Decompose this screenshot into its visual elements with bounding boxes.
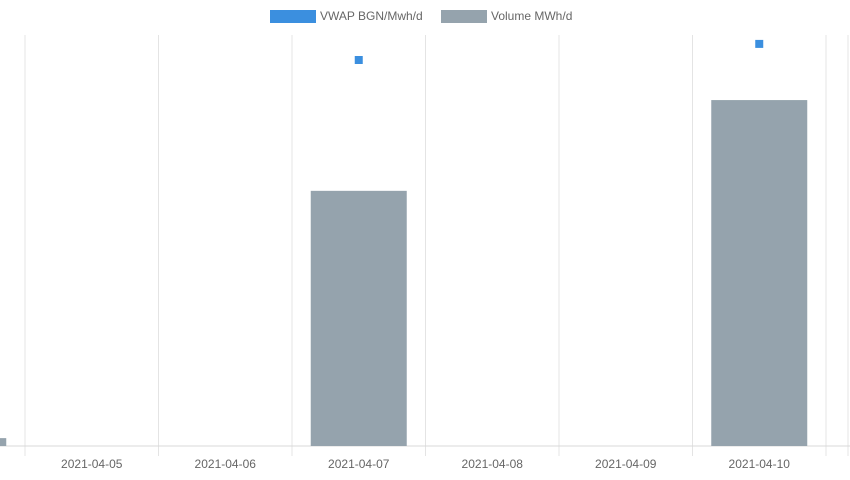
x-tick-label: 2021-04-09 xyxy=(595,457,657,471)
legend-label: VWAP BGN/Mwh/d xyxy=(320,9,423,23)
x-tick-label: 2021-04-07 xyxy=(328,457,390,471)
legend-swatch xyxy=(270,10,316,23)
point xyxy=(354,56,363,65)
x-tick-label: 2021-04-06 xyxy=(195,457,257,471)
bar xyxy=(711,100,808,446)
bar xyxy=(0,438,7,446)
x-tick-label: 2021-04-08 xyxy=(462,457,524,471)
legend-label: Volume MWh/d xyxy=(491,9,572,23)
x-tick-label: 2021-04-05 xyxy=(61,457,123,471)
bar xyxy=(310,190,407,446)
point xyxy=(755,39,764,48)
x-tick-label: 2021-04-10 xyxy=(729,457,791,471)
legend-swatch xyxy=(441,10,487,23)
